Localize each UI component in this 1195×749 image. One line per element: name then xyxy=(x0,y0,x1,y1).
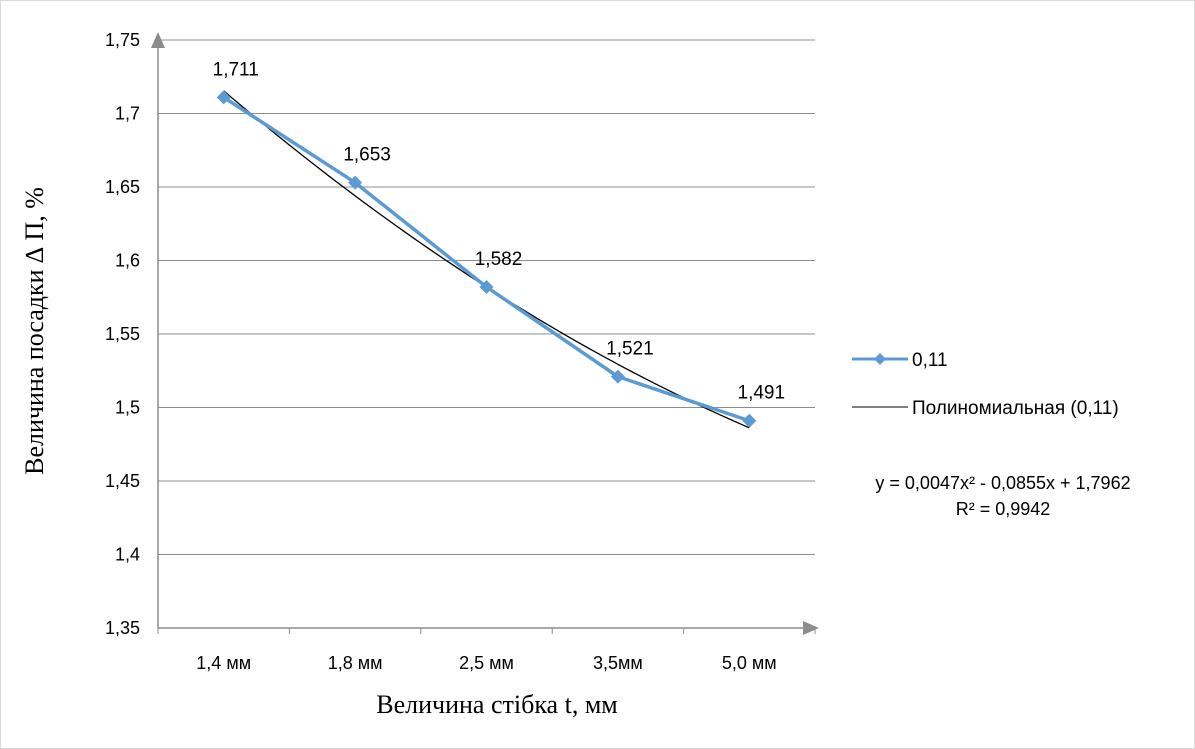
y-tick-label: 1,65 xyxy=(105,177,140,197)
data-label: 1,653 xyxy=(343,145,391,166)
data-point-marker xyxy=(348,175,363,190)
y-tick-labels: 1,35 1,4 1,45 1,5 1,55 1,6 1,65 1,7 1,75 xyxy=(105,30,140,638)
y-axis-title: Величина посадки ∆ П, % xyxy=(20,187,49,475)
x-tick-label: 3,5мм xyxy=(593,653,643,673)
legend: 0,11 Полиномиальная (0,11) xyxy=(852,350,1119,419)
legend-series-marker xyxy=(874,353,886,365)
y-tick-label: 1,7 xyxy=(115,104,140,124)
trendline-r-squared: R² = 0,9942 xyxy=(956,499,1051,519)
x-tick-label: 1,4 мм xyxy=(196,653,251,673)
y-tick-label: 1,5 xyxy=(115,398,140,418)
data-label: 1,491 xyxy=(738,383,786,404)
y-axis-arrow xyxy=(151,32,165,48)
y-tick-label: 1,6 xyxy=(115,251,140,271)
legend-series-label: 0,11 xyxy=(912,350,948,371)
data-point-marker xyxy=(479,279,494,294)
y-tick-label: 1,45 xyxy=(105,471,140,491)
series-group xyxy=(216,90,757,428)
x-tick-label: 2,5 мм xyxy=(459,653,514,673)
y-tick-label: 1,4 xyxy=(115,545,140,565)
data-label: 1,521 xyxy=(606,339,654,360)
x-tick-labels: 1,4 мм 1,8 мм 2,5 мм 3,5мм 5,0 мм xyxy=(196,653,776,673)
x-axis-title: Величина стібка t, мм xyxy=(376,690,617,719)
x-tick-label: 1,8 мм xyxy=(328,653,383,673)
data-point-marker xyxy=(742,413,757,428)
trendline-equation: y = 0,0047x² - 0,0855x + 1,7962 xyxy=(875,473,1130,493)
x-axis-arrow xyxy=(803,621,819,635)
y-tick-label: 1,35 xyxy=(105,618,140,638)
axes xyxy=(151,32,819,635)
x-tick-label: 5,0 мм xyxy=(722,653,777,673)
data-labels: 1,711 1,653 1,582 1,521 1,491 xyxy=(213,59,785,403)
legend-trendline-label: Полиномиальная (0,11) xyxy=(912,398,1119,419)
data-point-marker xyxy=(216,90,231,105)
y-tick-label: 1,75 xyxy=(105,30,140,50)
y-tick-label: 1,55 xyxy=(105,324,140,344)
data-label: 1,582 xyxy=(475,249,523,270)
data-label: 1,711 xyxy=(213,59,259,80)
data-point-marker xyxy=(610,369,625,384)
